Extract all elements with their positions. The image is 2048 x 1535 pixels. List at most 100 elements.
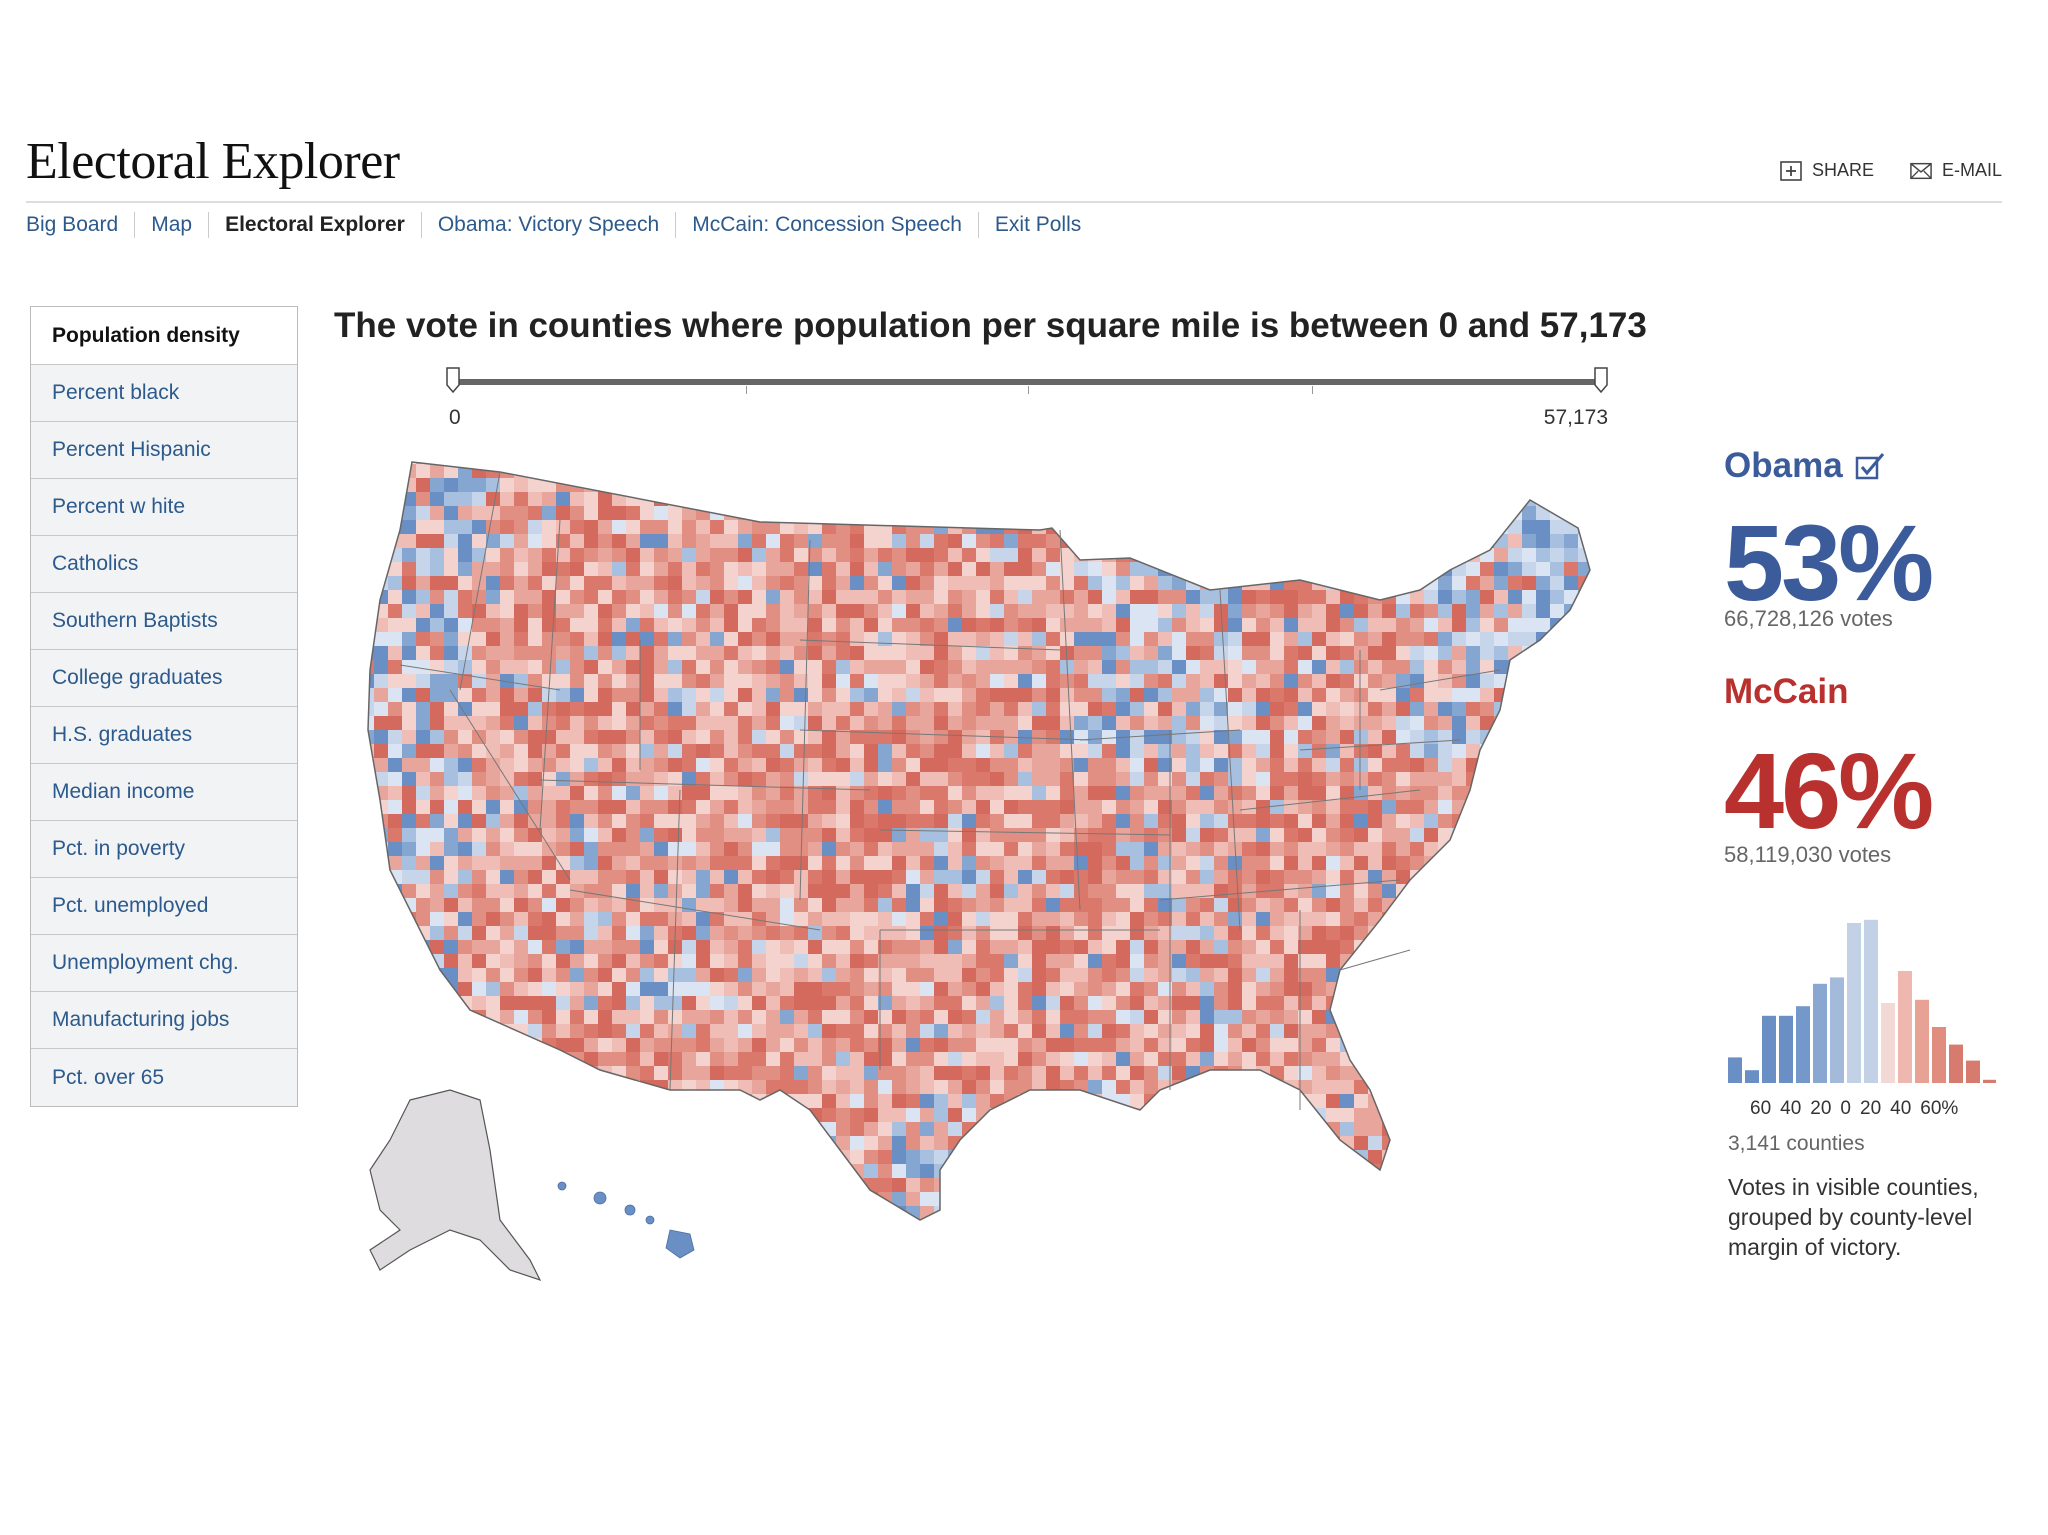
county-tile bbox=[962, 1192, 977, 1207]
county-tile bbox=[1144, 912, 1159, 927]
county-tile bbox=[1536, 702, 1551, 717]
county-tile bbox=[1354, 1164, 1369, 1179]
slider-track[interactable] bbox=[454, 379, 1600, 385]
county-tile bbox=[724, 1150, 739, 1165]
county-tile bbox=[710, 576, 725, 591]
sidebar-item-hs-graduates[interactable]: H.S. graduates bbox=[31, 707, 297, 764]
county-tile bbox=[1354, 786, 1369, 801]
county-tile bbox=[710, 1024, 725, 1039]
county-tile bbox=[1326, 1178, 1341, 1193]
county-tile bbox=[864, 814, 879, 829]
county-tile bbox=[626, 646, 641, 661]
county-tile bbox=[654, 758, 669, 773]
county-tile bbox=[892, 1192, 907, 1207]
sidebar-item-pct-in-poverty[interactable]: Pct. in poverty bbox=[31, 821, 297, 878]
county-tile bbox=[948, 478, 963, 493]
county-tile bbox=[1494, 506, 1509, 521]
county-tile bbox=[1536, 996, 1551, 1011]
county-tile bbox=[1298, 1178, 1313, 1193]
slider-min-handle[interactable] bbox=[446, 367, 460, 393]
county-results-map[interactable] bbox=[340, 450, 1680, 1290]
county-tile bbox=[892, 548, 907, 563]
county-tile bbox=[990, 814, 1005, 829]
county-tile bbox=[822, 730, 837, 745]
nav-map[interactable]: Map bbox=[135, 212, 210, 238]
county-tile bbox=[528, 1010, 543, 1025]
county-tile bbox=[542, 800, 557, 815]
county-tile bbox=[1592, 996, 1607, 1011]
sidebar-item-pct-unemployed[interactable]: Pct. unemployed bbox=[31, 878, 297, 935]
sidebar-item-manufacturing-jobs[interactable]: Manufacturing jobs bbox=[31, 992, 297, 1049]
county-tile bbox=[1018, 912, 1033, 927]
county-tile bbox=[724, 534, 739, 549]
county-tile bbox=[514, 870, 529, 885]
sidebar-item-unemployment-chg[interactable]: Unemployment chg. bbox=[31, 935, 297, 992]
sidebar-item-catholics[interactable]: Catholics bbox=[31, 536, 297, 593]
sidebar-item-pct-over-65[interactable]: Pct. over 65 bbox=[31, 1049, 297, 1106]
county-tile bbox=[1536, 758, 1551, 773]
county-tile bbox=[948, 1080, 963, 1095]
nav-mccain-concession-speech[interactable]: McCain: Concession Speech bbox=[676, 212, 979, 238]
county-tile bbox=[1200, 646, 1215, 661]
email-button[interactable]: E-MAIL bbox=[1910, 160, 2002, 181]
county-tile bbox=[570, 688, 585, 703]
county-tile bbox=[640, 1010, 655, 1025]
sidebar-item-population-density[interactable]: Population density bbox=[31, 307, 297, 365]
county-tile bbox=[402, 520, 417, 535]
county-tile bbox=[1158, 786, 1173, 801]
county-tile bbox=[1396, 464, 1411, 479]
county-tile bbox=[738, 814, 753, 829]
county-tile bbox=[920, 702, 935, 717]
county-tile bbox=[430, 562, 445, 577]
county-tile bbox=[612, 1192, 627, 1207]
county-tile bbox=[1382, 800, 1397, 815]
county-tile bbox=[444, 632, 459, 647]
county-tile bbox=[640, 898, 655, 913]
share-button[interactable]: SHARE bbox=[1780, 160, 1874, 181]
county-tile bbox=[1228, 1052, 1243, 1067]
county-tile bbox=[570, 1206, 585, 1220]
nav-electoral-explorer[interactable]: Electoral Explorer bbox=[209, 212, 422, 238]
county-tile bbox=[990, 898, 1005, 913]
county-tile bbox=[584, 758, 599, 773]
county-tile bbox=[458, 506, 473, 521]
county-tile bbox=[542, 926, 557, 941]
county-tile bbox=[368, 884, 375, 899]
county-tile bbox=[1060, 1094, 1075, 1109]
sidebar-item-percent-black[interactable]: Percent black bbox=[31, 365, 297, 422]
county-tile bbox=[696, 1150, 711, 1165]
sidebar-item-college-graduates[interactable]: College graduates bbox=[31, 650, 297, 707]
county-tile bbox=[1550, 534, 1565, 549]
county-tile bbox=[1214, 520, 1229, 535]
county-tile bbox=[1046, 646, 1061, 661]
county-tile bbox=[780, 772, 795, 787]
nav-big-board[interactable]: Big Board bbox=[26, 212, 136, 238]
county-tile bbox=[892, 660, 907, 675]
county-tile bbox=[1564, 800, 1579, 815]
county-tile bbox=[1046, 744, 1061, 759]
county-tile bbox=[878, 1010, 893, 1025]
county-tile bbox=[906, 646, 921, 661]
slider-max-handle[interactable] bbox=[1594, 367, 1608, 393]
county-tile bbox=[822, 462, 837, 465]
county-tile bbox=[1354, 870, 1369, 885]
county-tile bbox=[1424, 786, 1439, 801]
sidebar-item-percent-hispanic[interactable]: Percent Hispanic bbox=[31, 422, 297, 479]
county-tile bbox=[1298, 814, 1313, 829]
county-tile bbox=[528, 464, 543, 479]
county-tile bbox=[1396, 492, 1411, 507]
county-tile bbox=[990, 646, 1005, 661]
density-range-slider[interactable]: 0 57,173 bbox=[446, 364, 1608, 429]
county-tile bbox=[626, 464, 641, 479]
county-tile bbox=[1200, 1122, 1215, 1137]
county-tile bbox=[640, 520, 655, 535]
nav-obama-victory-speech[interactable]: Obama: Victory Speech bbox=[422, 212, 677, 238]
nav-exit-polls[interactable]: Exit Polls bbox=[994, 213, 1082, 236]
county-tile bbox=[1480, 940, 1495, 955]
sidebar-item-median-income[interactable]: Median income bbox=[31, 764, 297, 821]
county-tile bbox=[850, 562, 865, 577]
county-tile bbox=[1046, 506, 1061, 521]
county-tile bbox=[808, 660, 823, 675]
sidebar-item-percent-white[interactable]: Percent w hite bbox=[31, 479, 297, 536]
sidebar-item-southern-baptists[interactable]: Southern Baptists bbox=[31, 593, 297, 650]
